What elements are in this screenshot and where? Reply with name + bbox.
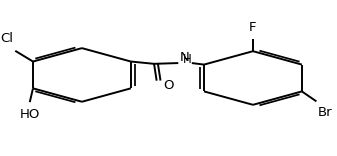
Text: F: F <box>249 21 257 34</box>
Text: Br: Br <box>318 106 333 119</box>
Text: N: N <box>180 51 189 64</box>
Text: O: O <box>164 79 174 92</box>
Text: Cl: Cl <box>1 32 14 45</box>
Text: H: H <box>183 53 192 66</box>
Text: HO: HO <box>20 108 40 121</box>
